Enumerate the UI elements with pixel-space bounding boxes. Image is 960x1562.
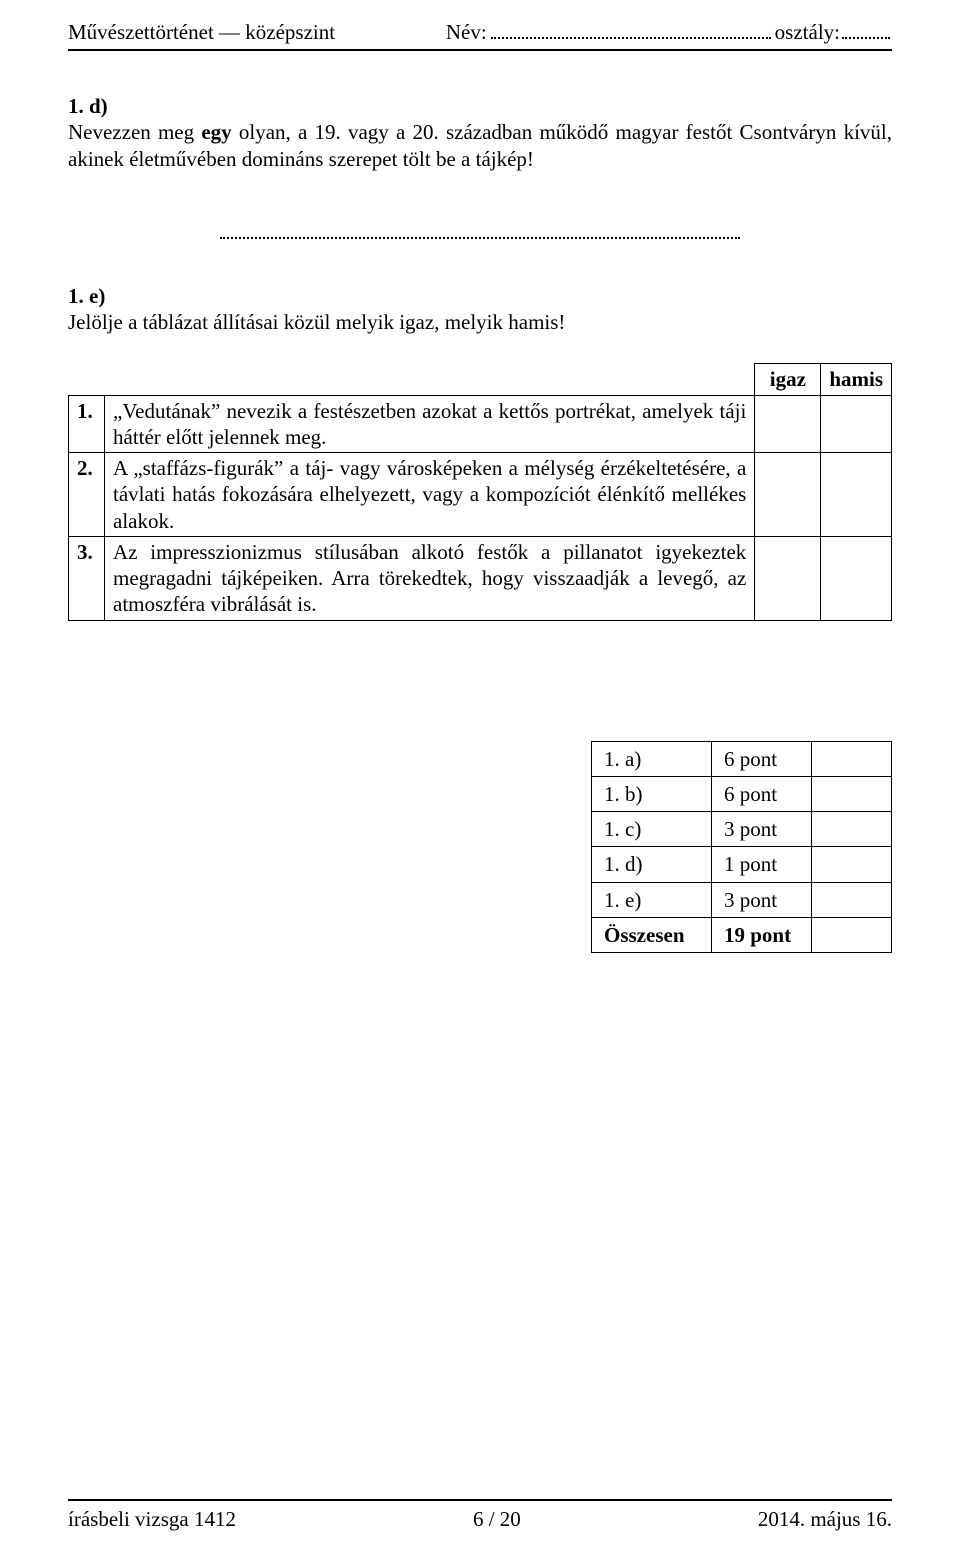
page-footer: írásbeli vizsga 1412 6 / 20 2014. május … bbox=[68, 1495, 892, 1532]
tf-row: 2. A „staffázs-figurák” a táj- vagy váro… bbox=[69, 453, 892, 537]
score-row: 1. a) 6 pont bbox=[592, 741, 892, 776]
score-blank[interactable] bbox=[812, 812, 892, 847]
tf-true-cell[interactable] bbox=[755, 395, 821, 453]
tf-true-cell[interactable] bbox=[755, 453, 821, 537]
tf-true-cell[interactable] bbox=[755, 536, 821, 620]
score-total-pts: 19 pont bbox=[712, 917, 812, 952]
score-label: 1. d) bbox=[592, 847, 712, 882]
class-label: osztály: bbox=[775, 20, 840, 45]
score-total-row: Összesen 19 pont bbox=[592, 917, 892, 952]
score-blank[interactable] bbox=[812, 776, 892, 811]
question-1d: 1. d) Nevezzen meg egy olyan, a 19. vagy… bbox=[68, 93, 892, 239]
score-row: 1. e) 3 pont bbox=[592, 882, 892, 917]
tf-false-cell[interactable] bbox=[821, 536, 892, 620]
score-row: 1. d) 1 pont bbox=[592, 847, 892, 882]
score-label: 1. a) bbox=[592, 741, 712, 776]
score-blank[interactable] bbox=[812, 741, 892, 776]
score-total-blank[interactable] bbox=[812, 917, 892, 952]
class-field-line[interactable] bbox=[842, 20, 890, 39]
header-subject: Művészettörténet — középszint bbox=[68, 20, 335, 45]
name-field-line[interactable] bbox=[491, 20, 771, 39]
question-1e: 1. e) Jelölje a táblázat állításai közül… bbox=[68, 283, 892, 336]
score-row: 1. c) 3 pont bbox=[592, 812, 892, 847]
true-false-table: igaz hamis 1. „Vedutának” nevezik a fest… bbox=[68, 363, 892, 620]
footer-center: 6 / 20 bbox=[473, 1507, 521, 1532]
score-pts: 3 pont bbox=[712, 812, 812, 847]
tf-row-text: A „staffázs-figurák” a táj- vagy városké… bbox=[105, 453, 755, 537]
tf-col-true: igaz bbox=[755, 364, 821, 395]
tf-row-num: 2. bbox=[69, 453, 105, 537]
page-header: Művészettörténet — középszint Név: osztá… bbox=[68, 20, 892, 45]
tf-row: 3. Az impresszionizmus stílusában alkotó… bbox=[69, 536, 892, 620]
footer-rule bbox=[68, 1499, 892, 1501]
q1e-text: Jelölje a táblázat állításai közül melyi… bbox=[68, 309, 892, 335]
header-name-class: Név: osztály: bbox=[446, 20, 892, 45]
score-table: 1. a) 6 pont 1. b) 6 pont 1. c) 3 pont 1… bbox=[591, 741, 892, 954]
score-row: 1. b) 6 pont bbox=[592, 776, 892, 811]
q1e-heading: 1. e) bbox=[68, 283, 892, 309]
score-label: 1. e) bbox=[592, 882, 712, 917]
q1d-text: Nevezzen meg egy olyan, a 19. vagy a 20.… bbox=[68, 119, 892, 172]
footer-right: 2014. május 16. bbox=[758, 1507, 892, 1532]
score-label: 1. b) bbox=[592, 776, 712, 811]
tf-row-text: Az impresszionizmus stílusában alkotó fe… bbox=[105, 536, 755, 620]
score-total-label: Összesen bbox=[592, 917, 712, 952]
score-blank[interactable] bbox=[812, 882, 892, 917]
tf-row-num: 3. bbox=[69, 536, 105, 620]
tf-false-cell[interactable] bbox=[821, 395, 892, 453]
tf-header-row: igaz hamis bbox=[69, 364, 892, 395]
tf-col-false: hamis bbox=[821, 364, 892, 395]
q1d-answer-line[interactable] bbox=[220, 218, 740, 239]
score-label: 1. c) bbox=[592, 812, 712, 847]
tf-row-num: 1. bbox=[69, 395, 105, 453]
name-label: Név: bbox=[446, 20, 487, 45]
score-pts: 6 pont bbox=[712, 741, 812, 776]
score-blank[interactable] bbox=[812, 847, 892, 882]
q1d-heading: 1. d) bbox=[68, 93, 892, 119]
tf-false-cell[interactable] bbox=[821, 453, 892, 537]
footer-left: írásbeli vizsga 1412 bbox=[68, 1507, 236, 1532]
score-pts: 1 pont bbox=[712, 847, 812, 882]
score-pts: 6 pont bbox=[712, 776, 812, 811]
score-pts: 3 pont bbox=[712, 882, 812, 917]
tf-row-text: „Vedutának” nevezik a festészetben azoka… bbox=[105, 395, 755, 453]
tf-row: 1. „Vedutának” nevezik a festészetben az… bbox=[69, 395, 892, 453]
